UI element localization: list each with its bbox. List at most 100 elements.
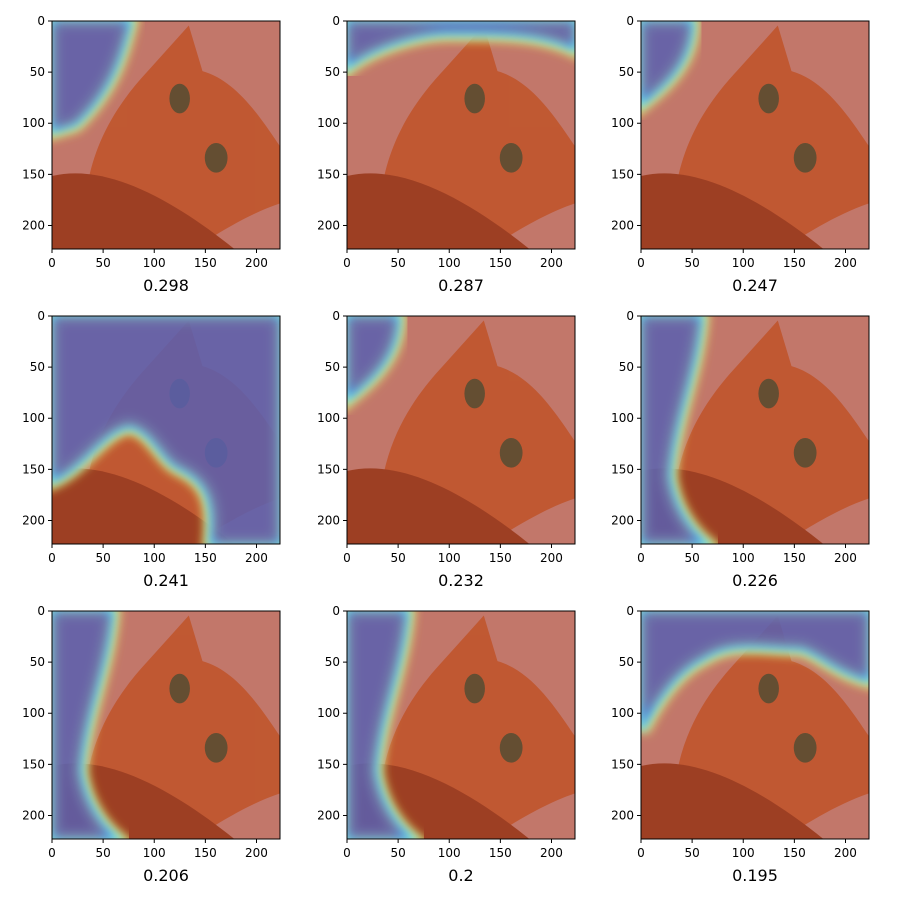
cat-eye [169, 83, 190, 114]
panel-image [347, 21, 575, 249]
panel-score-caption: 0.226 [732, 571, 778, 590]
y-tick-label: 150 [611, 167, 634, 181]
panel-image [52, 611, 280, 839]
y-tick-label: 50 [619, 360, 634, 374]
y-tick-label: 200 [317, 808, 340, 822]
cat-eye [204, 732, 228, 763]
y-tick-label: 0 [626, 604, 634, 618]
panel-score-caption: 0.241 [143, 571, 189, 590]
y-tick-label: 150 [22, 462, 45, 476]
x-tick-label: 0 [343, 551, 351, 565]
x-tick-label: 50 [95, 551, 110, 565]
low-activation-region [641, 611, 869, 730]
cat-eye [793, 142, 817, 173]
panel-score-caption: 0.247 [732, 276, 778, 295]
cat-eye [464, 378, 485, 409]
y-tick-label: 100 [22, 116, 45, 130]
heatmap-panel: 0 50 100 150 200 0 50 100 150 200 0.195 [611, 604, 870, 885]
x-tick-label: 50 [684, 256, 699, 270]
y-tick-label: 100 [22, 706, 45, 720]
axes-frame [640, 610, 870, 840]
y-tick-label: 50 [30, 65, 45, 79]
y-tick-label: 200 [611, 513, 634, 527]
x-tick-label: 150 [194, 846, 217, 860]
cat-eye [204, 142, 228, 173]
cat-eye [758, 673, 779, 704]
low-activation-region [641, 21, 692, 104]
axes-frame [346, 610, 576, 840]
x-tick-label: 50 [390, 551, 405, 565]
y-tick-label: 150 [22, 757, 45, 771]
panel-image [641, 21, 869, 249]
cat-image [347, 320, 575, 544]
y-tick-label: 200 [317, 218, 340, 232]
cat-eye [464, 83, 485, 114]
x-tick-label: 50 [390, 846, 405, 860]
x-tick-label: 100 [143, 551, 166, 565]
x-tick-label: 50 [95, 256, 110, 270]
cat-eye [499, 437, 523, 468]
panels: 0 50 100 150 200 0 50 100 150 200 0.298 0 50 100 150 20… [22, 14, 870, 885]
y-tick-label: 150 [317, 757, 340, 771]
panel-image [347, 316, 575, 544]
panel-image [52, 21, 280, 249]
y-tick-label: 100 [611, 116, 634, 130]
cat-eye [793, 732, 817, 763]
x-tick-label: 200 [540, 256, 563, 270]
low-activation-region [347, 611, 411, 839]
y-tick-label: 150 [317, 167, 340, 181]
x-tick-label: 150 [489, 256, 512, 270]
x-tick-label: 150 [783, 846, 806, 860]
y-tick-label: 50 [30, 360, 45, 374]
low-activation-region [347, 316, 398, 399]
x-tick-label: 200 [834, 256, 857, 270]
y-tick-label: 200 [611, 808, 634, 822]
axes-frame [640, 315, 870, 545]
cat-body [641, 763, 824, 839]
x-tick-label: 200 [245, 551, 268, 565]
x-tick-label: 150 [194, 256, 217, 270]
cat-image [641, 25, 869, 249]
low-activation-region [52, 316, 280, 544]
x-tick-label: 0 [343, 256, 351, 270]
cat-body [52, 173, 235, 249]
x-tick-label: 200 [540, 551, 563, 565]
y-tick-label: 0 [37, 309, 45, 323]
panel-score-caption: 0.195 [732, 866, 778, 885]
y-tick-label: 100 [611, 411, 634, 425]
x-tick-label: 150 [489, 846, 512, 860]
y-tick-label: 0 [37, 14, 45, 28]
y-tick-label: 0 [332, 14, 340, 28]
axes-frame [640, 20, 870, 250]
x-tick-label: 100 [438, 256, 461, 270]
y-tick-label: 100 [317, 706, 340, 720]
panel-image [641, 611, 869, 839]
y-tick-label: 200 [22, 513, 45, 527]
y-tick-label: 100 [611, 706, 634, 720]
x-tick-label: 0 [48, 551, 56, 565]
x-tick-label: 50 [684, 846, 699, 860]
panel-score-caption: 0.287 [438, 276, 484, 295]
heatmap-panel: 0 50 100 150 200 0 50 100 150 200 0.206 [22, 604, 281, 885]
cat-eye [499, 732, 523, 763]
x-tick-label: 150 [783, 551, 806, 565]
x-tick-label: 0 [637, 846, 645, 860]
x-tick-label: 200 [245, 846, 268, 860]
x-tick-label: 0 [48, 846, 56, 860]
y-tick-label: 50 [325, 655, 340, 669]
heatmap-panel: 0 50 100 150 200 0 50 100 150 200 0.287 [317, 14, 576, 295]
heatmap-panel: 0 50 100 150 200 0 50 100 150 200 0.298 [22, 14, 281, 295]
x-tick-label: 0 [48, 256, 56, 270]
y-tick-label: 0 [332, 309, 340, 323]
y-tick-label: 150 [611, 462, 634, 476]
cat-eye [499, 142, 523, 173]
cat-image [347, 25, 575, 249]
axes-frame [51, 610, 281, 840]
axes-frame [346, 315, 576, 545]
axes-frame [346, 20, 576, 250]
y-tick-label: 100 [22, 411, 45, 425]
heatmap-panel: 0 50 100 150 200 0 50 100 150 200 0.241 [22, 309, 281, 590]
x-tick-label: 100 [143, 846, 166, 860]
y-tick-label: 150 [22, 167, 45, 181]
